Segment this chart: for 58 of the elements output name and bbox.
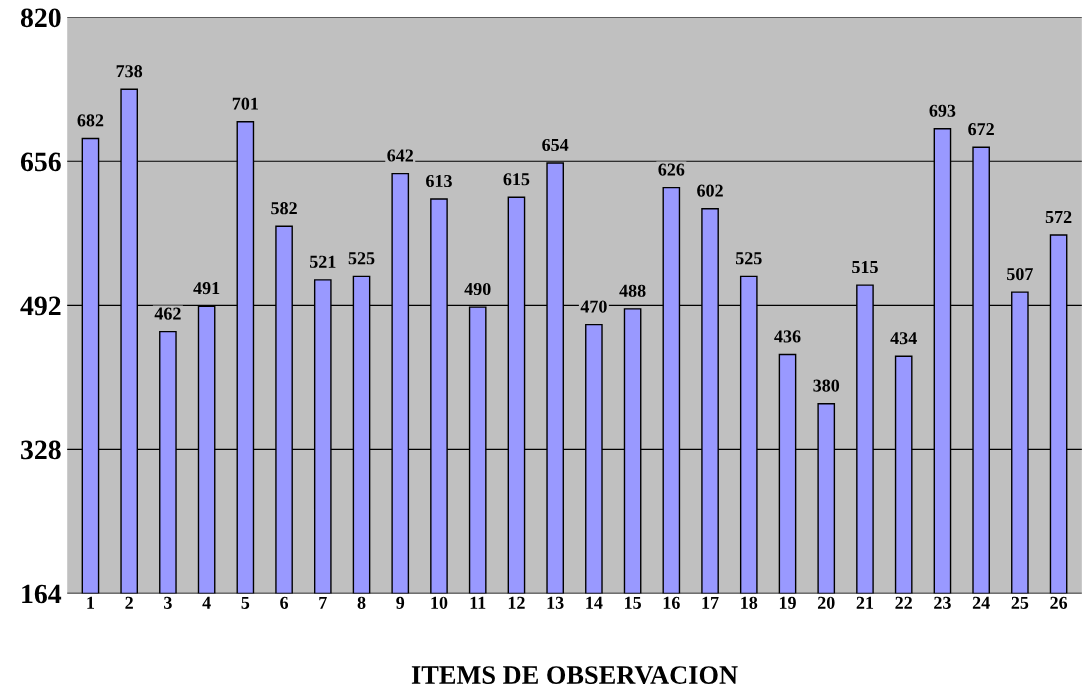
- data-label: 515: [852, 261, 878, 274]
- x-tick-label: 9: [396, 596, 405, 609]
- data-label: 626: [658, 163, 685, 176]
- data-label: 701: [232, 97, 258, 110]
- data-label: 491: [193, 282, 220, 295]
- data-label: 613: [426, 174, 452, 188]
- x-tick-label: 21: [856, 596, 874, 609]
- x-tick-label: 8: [357, 596, 366, 609]
- x-tick-label: 1: [87, 596, 95, 609]
- data-label: 470: [580, 300, 607, 313]
- x-tick-label: 14: [586, 596, 603, 609]
- x-tick-label: 18: [741, 596, 758, 609]
- x-tick-label: 17: [702, 596, 719, 609]
- x-tick-label: 6: [280, 596, 289, 609]
- data-label: 488: [619, 284, 646, 297]
- data-label: 525: [348, 252, 375, 265]
- data-label: 490: [464, 282, 491, 296]
- data-label: 693: [929, 104, 956, 117]
- x-tick-label: 15: [625, 596, 641, 609]
- data-label: 738: [116, 65, 143, 78]
- x-tick-label: 22: [895, 596, 912, 609]
- x-tick-label: 5: [241, 596, 250, 609]
- data-label: 672: [968, 123, 994, 136]
- x-tick-label: 19: [779, 596, 796, 609]
- data-label: 615: [503, 173, 530, 186]
- x-tick-label: 10: [431, 596, 448, 609]
- y-tick-label: 328: [21, 440, 61, 460]
- y-tick-label: 164: [22, 584, 62, 604]
- data-label: 642: [387, 149, 414, 162]
- x-tick-label: 4: [202, 596, 211, 609]
- data-label: 434: [890, 332, 917, 345]
- x-tick-label: 25: [1011, 596, 1029, 609]
- x-tick-label: 26: [1050, 596, 1068, 609]
- data-label: 525: [735, 252, 762, 265]
- data-label: 436: [774, 330, 801, 343]
- x-tick-label: 23: [934, 596, 951, 609]
- data-label: 654: [542, 138, 569, 152]
- y-tick-label: 656: [20, 152, 61, 172]
- data-label: 380: [813, 379, 840, 392]
- data-label: 507: [1007, 267, 1033, 281]
- x-tick-label: 7: [319, 596, 327, 609]
- data-label: 521: [309, 255, 336, 268]
- x-axis-title: ITEMS DE OBSERVACION: [411, 666, 738, 685]
- x-tick-label: 20: [817, 596, 835, 609]
- y-tick-label: 492: [20, 296, 61, 316]
- data-label: 602: [697, 184, 723, 197]
- data-label: 582: [271, 202, 297, 215]
- data-label: 462: [154, 307, 181, 320]
- x-tick-label: 13: [547, 596, 564, 609]
- x-tick-label: 24: [972, 596, 990, 609]
- x-tick-label: 3: [164, 596, 172, 609]
- data-label: 572: [1045, 210, 1072, 224]
- x-tick-label: 16: [663, 596, 680, 609]
- data-label: 682: [77, 114, 104, 127]
- x-tick-label: 12: [508, 596, 525, 609]
- x-tick-label: 11: [470, 596, 486, 609]
- y-tick-label: 820: [20, 8, 61, 28]
- x-tick-label: 2: [125, 596, 133, 609]
